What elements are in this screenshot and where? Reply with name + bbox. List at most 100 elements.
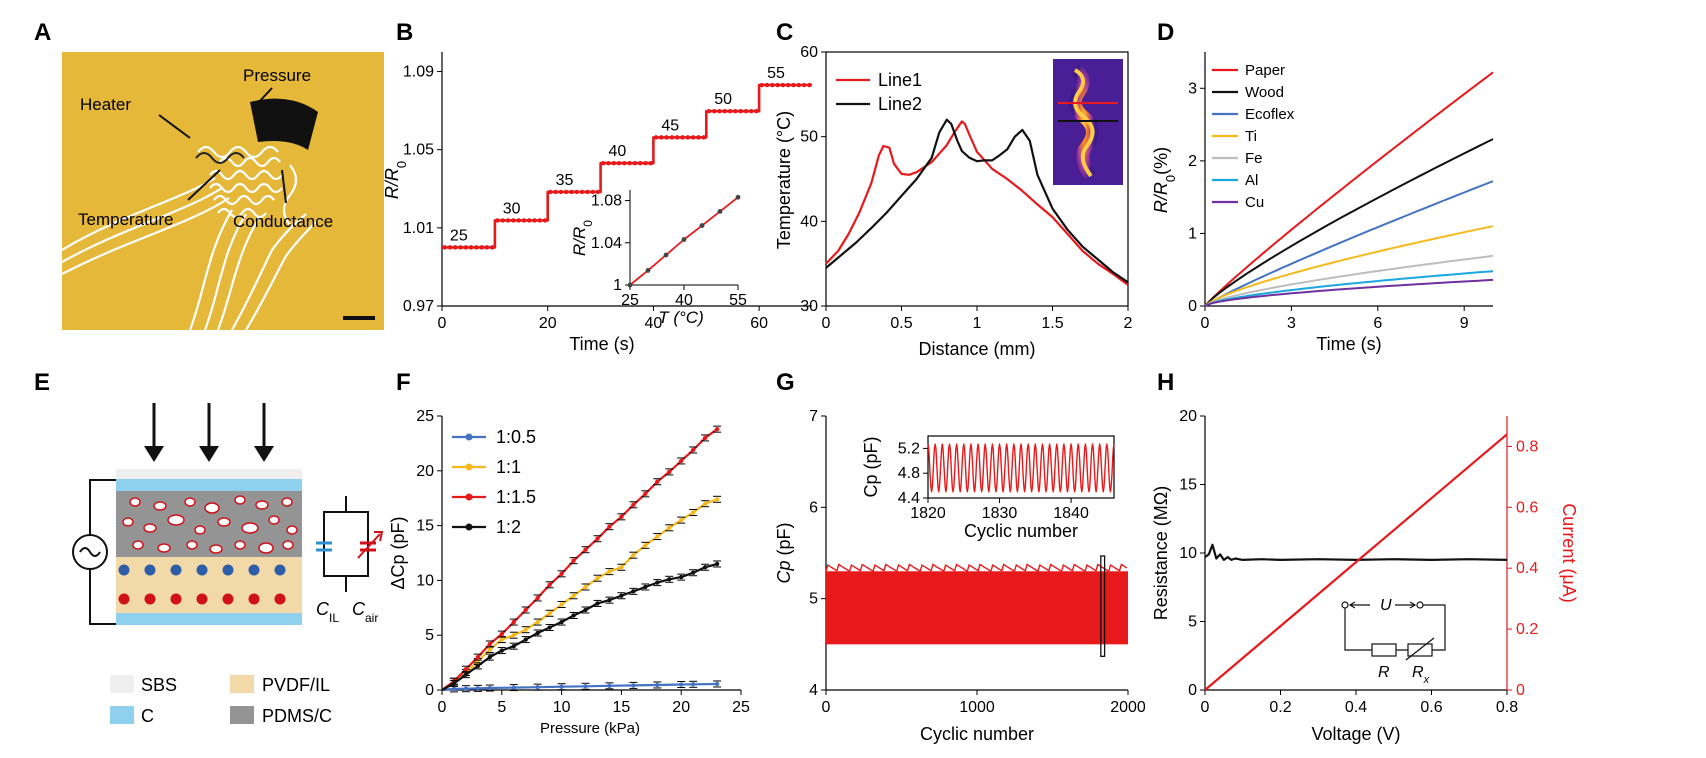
f-point (690, 682, 696, 687)
panel-d-label: D (1157, 19, 1174, 46)
h-xtick-label: 0.8 (1496, 699, 1518, 716)
f-point (679, 682, 684, 687)
f-point (463, 666, 469, 672)
panel-g-label: G (776, 369, 795, 396)
g-signal-peaks (825, 563, 1128, 573)
f-point (571, 613, 576, 618)
legend-c: C (141, 706, 154, 726)
b-ylabel: R/R0 (382, 161, 409, 199)
d-xlabel: Time (s) (1316, 334, 1381, 354)
f-point (535, 595, 540, 601)
panel-d: D 0 3 6 9 0 1 2 3 Paper Wood Ecoflex Ti Fe Al Cu Time… (1151, 19, 1494, 354)
c-ytick-label: 40 (800, 213, 818, 230)
b-inset-xtick-label: 55 (729, 292, 747, 309)
h-ytick-label: 20 (1179, 408, 1197, 425)
b-inset-point (645, 268, 651, 273)
d-ytick-label: 3 (1188, 80, 1197, 97)
legend-c-swatch (110, 706, 134, 724)
h-xtick-label: 0 (1201, 699, 1210, 716)
f-point (511, 619, 516, 625)
d-legend-paper: Paper (1245, 62, 1285, 79)
b-inset-ytick-label: 1 (613, 277, 622, 294)
f-series-line (441, 682, 718, 692)
photo-arrows (158, 87, 287, 204)
b-inset-point (735, 194, 741, 200)
c-air-label: Cair (352, 599, 378, 625)
f-ylabel: ΔCp (pF) (388, 516, 408, 589)
d-series-ecoflex (1204, 180, 1494, 307)
d-ylabel: R/R0(%) (1151, 147, 1178, 213)
pressure-annotation: Pressure (243, 66, 311, 85)
b-step-label: 55 (767, 65, 785, 82)
b-step-label: 50 (714, 91, 732, 108)
ions-negative (118, 564, 286, 576)
f-point (690, 447, 696, 453)
c-ytick-label: 50 (800, 129, 818, 146)
d-legend-cu: Cu (1245, 194, 1264, 211)
f-xtick-label: 20 (672, 699, 690, 716)
f-point (583, 684, 588, 689)
f-point (607, 569, 612, 574)
panel-a: A Heater Pressure Te (34, 19, 384, 331)
f-legend-marker (465, 523, 473, 531)
c-xtick-label: 0 (822, 315, 831, 332)
heater-wire (195, 152, 245, 164)
c-xlabel: Distance (mm) (918, 339, 1035, 359)
temperature-annotation: Temperature (78, 210, 173, 229)
d-series-cu (1204, 278, 1494, 307)
f-point (714, 561, 720, 567)
d-series-al (1204, 270, 1494, 307)
pressure-pad (250, 98, 318, 150)
f-point (595, 576, 600, 581)
legend-sbs: SBS (141, 675, 177, 695)
h-ytick-label: 0 (1188, 682, 1197, 699)
f-point (451, 686, 457, 692)
legend-sbs-swatch (110, 675, 134, 693)
f-point (547, 582, 552, 587)
g-inset-xtick-label: 1820 (910, 505, 946, 522)
f-point (499, 631, 504, 637)
f-point (595, 601, 600, 606)
g-inset-ytick-label: 5.2 (898, 440, 920, 457)
b-xtick-label: 20 (539, 315, 557, 332)
f-point (475, 686, 481, 691)
g-ytick-label: 5 (809, 591, 818, 608)
f-point (475, 654, 481, 660)
d-series-ti (1204, 225, 1494, 307)
legend-pdms: PDMS/C (262, 706, 332, 726)
g-ytick-label: 7 (809, 408, 818, 425)
d-legend-ti: Ti (1245, 128, 1257, 145)
h-ytick-label: 5 (1188, 614, 1197, 631)
c-thermal-inset (1053, 59, 1123, 185)
g-marks: 0 1000 2000 4 5 6 7 (809, 408, 1146, 716)
b-xtick-label: 40 (645, 315, 663, 332)
f-point (607, 524, 612, 529)
h-y2tick-label: 0.6 (1516, 499, 1538, 516)
f-point (511, 685, 516, 690)
b-marks: 0 20 40 60 0.97 1.01 1.05 1.09 25 30 35 40 45 50 55 (403, 64, 812, 332)
b-inset-xtick-label: 25 (621, 292, 639, 309)
d-xtick-label: 9 (1460, 315, 1469, 332)
f-legend-1-2: 1:2 (496, 517, 521, 537)
f-point (714, 681, 720, 687)
f-point (702, 565, 708, 570)
f-series-line (441, 428, 718, 691)
d-legend: Paper Wood Ecoflex Ti Fe Al Cu (1212, 62, 1295, 211)
f-series-line (441, 562, 718, 691)
b-inset-ytick-label: 1.04 (591, 235, 622, 252)
d-ytick-label: 2 (1188, 153, 1197, 170)
c-legend-line1: Line1 (878, 70, 922, 90)
f-point (535, 619, 540, 625)
panel-a-label: A (34, 19, 51, 46)
f-point (714, 497, 720, 502)
f-point (643, 584, 648, 590)
f-point (535, 630, 540, 636)
d-legend-fe: Fe (1245, 150, 1263, 167)
f-point (702, 501, 708, 506)
c-ytick-label: 30 (800, 298, 818, 315)
b-step-label: 45 (661, 117, 679, 134)
layer-pvdf-il (116, 557, 302, 613)
